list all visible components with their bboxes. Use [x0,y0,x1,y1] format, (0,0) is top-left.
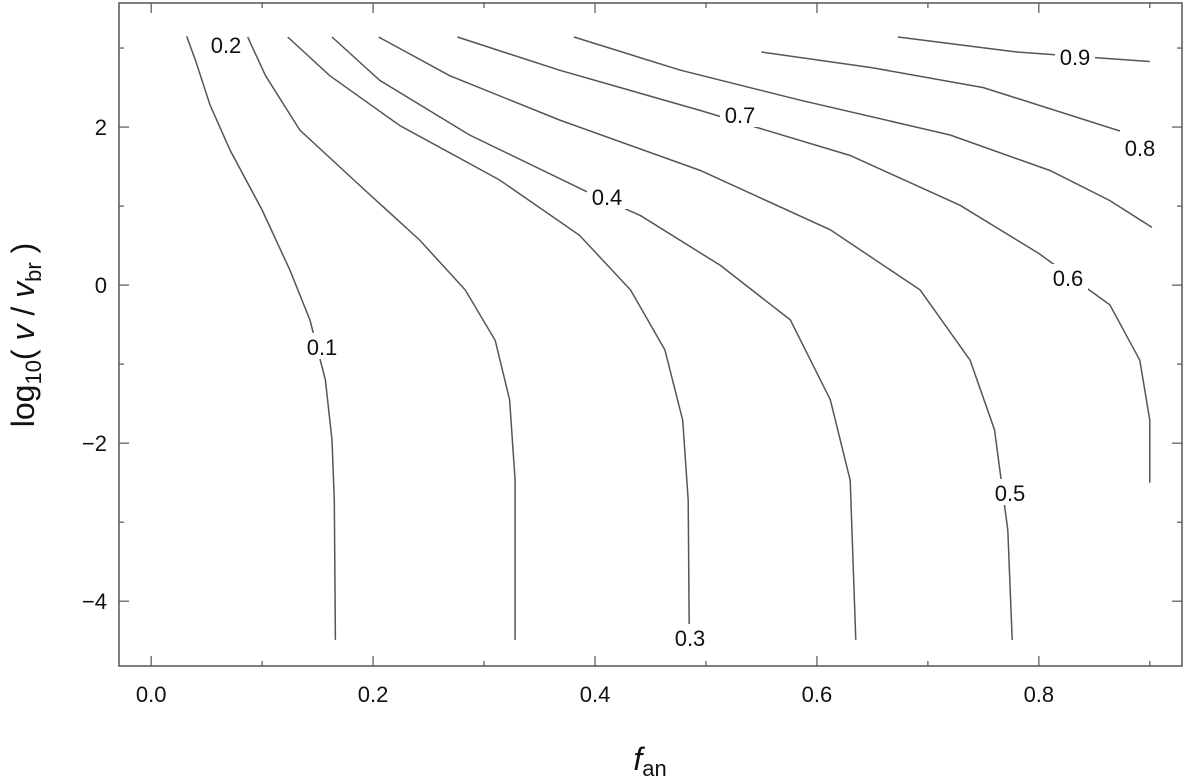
contour-label: 0.1 [307,335,338,360]
contour-line [331,36,857,640]
y-label-part: v [5,323,41,341]
x-tick-label: 0.8 [1024,682,1055,707]
label-background [990,479,1030,505]
y-label-part: br [21,262,46,282]
label-background [206,31,246,57]
label-background [1048,264,1088,290]
contour-line [287,36,691,640]
x-tick-label: 0.2 [358,682,389,707]
contour-label: 0.3 [675,626,706,651]
label-background [587,183,627,209]
label-background [1120,134,1160,160]
y-tick-label: 0 [95,273,107,298]
contour-label: 0.9 [1060,45,1091,70]
x-tick-label: 0.0 [136,682,167,707]
contour-line [761,51,1121,132]
y-axis-label: log10( v / vbr ) [5,243,46,428]
contour-line [457,36,1151,483]
contour-line [573,36,1153,229]
contour-label: 0.8 [1125,136,1156,161]
x-axis-label: fan [633,741,666,780]
y-label-part: ( [5,341,41,361]
y-label-part: log [5,385,41,428]
label-background [302,333,342,359]
label-background [1055,43,1095,69]
plot-frame [118,2,1183,667]
contour-label: 0.6 [1053,266,1084,291]
contour-label: 0.2 [211,33,242,58]
x-label-sub: an [642,756,666,780]
contour-line [185,35,337,640]
contour-label: 0.4 [592,185,623,210]
y-label-part: ) [5,243,41,263]
label-background [670,624,710,650]
contour-label: 0.7 [725,103,756,128]
y-tick-label: 2 [95,115,107,140]
x-tick-label: 0.4 [580,682,611,707]
y-tick-label: −4 [82,589,107,614]
contour-label: 0.5 [995,481,1026,506]
y-label-part: / [5,298,41,325]
x-tick-label: 0.6 [802,682,833,707]
y-label-part: 10 [21,360,46,384]
y-label-part: v [5,280,41,298]
y-tick-label: −2 [82,431,107,456]
label-background [720,101,760,127]
contour-line [897,36,1150,63]
contour-line [247,36,516,640]
